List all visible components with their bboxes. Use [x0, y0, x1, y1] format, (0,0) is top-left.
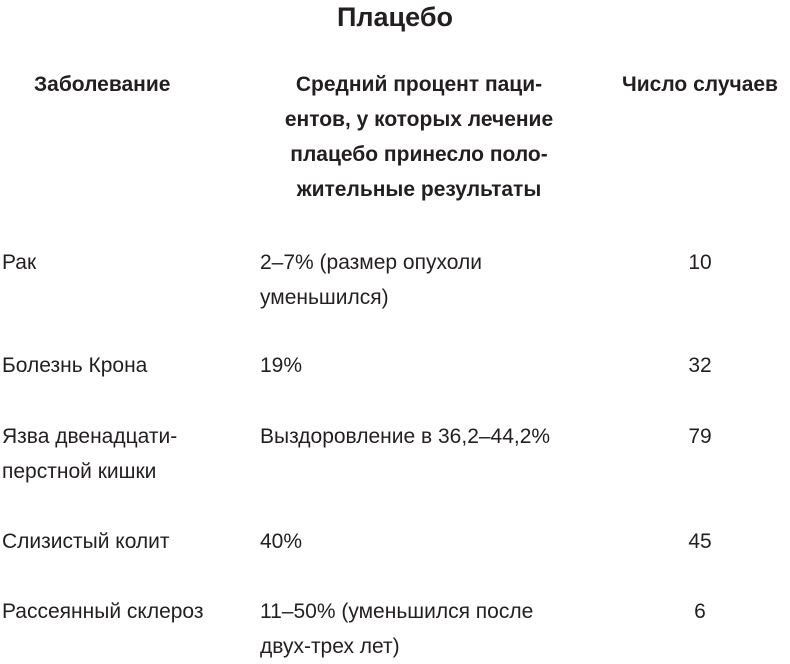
cell-percent: Выздоровление в 36,2–44,2%: [260, 419, 550, 454]
cell-line: Болезнь Крона: [2, 354, 148, 377]
cell-disease: Язва двенадцати- перстной кишки: [2, 419, 177, 489]
cell-line: 11–50% (уменьшился после: [260, 600, 534, 623]
cell-percent: 2–7% (размер опухоли уменьшился): [260, 245, 482, 315]
column-header-percent: Средний процент паци- ентов, у которых л…: [254, 67, 584, 207]
cell-disease: Слизистый колит: [2, 524, 170, 559]
cell-cases: 45: [688, 530, 712, 553]
cell-disease: Болезнь Крона: [2, 348, 147, 383]
column-header-disease: Заболевание: [34, 73, 171, 96]
cell-line: Слизистый колит: [2, 530, 170, 553]
cell-line: Выздоровление в 36,2–44,2%: [260, 425, 551, 448]
cell-line: Рассеянный склероз: [2, 600, 204, 623]
cell-cases: 32: [688, 354, 712, 377]
header-line: ентов, у которых лечение: [284, 108, 554, 131]
page-title: Плацебо: [336, 2, 453, 32]
cell-line: уменьшился): [260, 286, 389, 309]
cell-percent: 40%: [260, 524, 302, 559]
cell-line: 2–7% (размер опухоли: [260, 251, 482, 274]
cell-cases: 6: [694, 600, 706, 623]
header-line: плацебо принесло поло-: [290, 143, 548, 166]
header-line: жительные результаты: [296, 178, 542, 201]
cell-line: перстной кишки: [2, 460, 157, 483]
cell-line: 40%: [260, 530, 303, 553]
cell-cases: 79: [688, 425, 712, 448]
cell-line: Язва двенадцати-: [2, 425, 178, 448]
cell-line: двух-трех лет): [260, 635, 400, 658]
cell-line: Рак: [2, 251, 37, 274]
header-line: Средний процент паци-: [295, 73, 543, 96]
cell-cases: 10: [688, 251, 712, 274]
cell-percent: 11–50% (уменьшился после двух-трех лет): [260, 594, 533, 664]
cell-percent: 19%: [260, 348, 302, 383]
column-header-cases: Число случаев: [622, 73, 778, 96]
cell-line: 19%: [260, 354, 303, 377]
cell-disease: Рассеянный склероз: [2, 594, 204, 629]
cell-disease: Рак: [2, 245, 36, 280]
